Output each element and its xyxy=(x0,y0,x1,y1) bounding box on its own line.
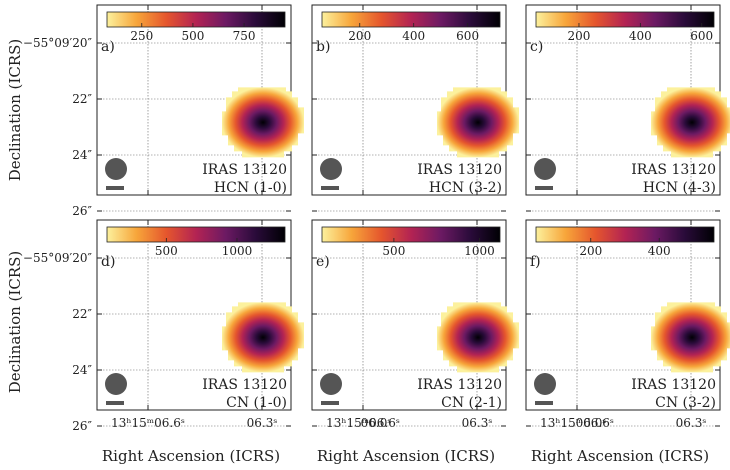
colorbar-tick-label: 200 xyxy=(348,29,371,43)
y-tick-label: 26″ xyxy=(72,419,92,433)
xlabel-col2: Right Ascension (ICRS) xyxy=(317,447,495,465)
source-label: IRAS 13120 xyxy=(202,162,287,178)
colorbar-tick-label: 600 xyxy=(456,29,479,43)
line-label: CN (2-1) xyxy=(441,395,502,411)
source-label: IRAS 13120 xyxy=(631,162,716,178)
colorbar xyxy=(321,226,501,243)
colorbar-tick-label: 250 xyxy=(130,29,153,43)
x-tick-label: 06.3ˢ xyxy=(247,416,278,430)
scale-bar xyxy=(535,401,553,405)
xlabel-col3: Right Ascension (ICRS) xyxy=(531,447,709,465)
emission-map xyxy=(651,87,730,158)
xlabel-col1: Right Ascension (ICRS) xyxy=(102,447,280,465)
scale-bar xyxy=(321,186,339,190)
line-label: HCN (4-3) xyxy=(643,180,716,196)
emission-map xyxy=(651,302,730,373)
line-label: HCN (1-0) xyxy=(214,180,287,196)
panel-letter: c) xyxy=(530,39,543,55)
line-label: CN (1-0) xyxy=(226,395,287,411)
emission-map xyxy=(222,87,304,158)
y-tick-label: 26″ xyxy=(72,204,92,218)
source-label: IRAS 13120 xyxy=(631,377,716,393)
colorbar-tick-label: 200 xyxy=(579,244,602,258)
colorbar-tick-label: 1000 xyxy=(222,244,253,258)
panel-a: −55°09′20″ 22″ 24″ 26″ 250 500 750 a) IRAS 13120… xyxy=(23,4,377,218)
scale-bar xyxy=(106,401,124,405)
colorbar-tick-label: 600 xyxy=(690,29,713,43)
y-tick-label: 24″ xyxy=(72,363,92,377)
colorbar-tick-label: 200 xyxy=(568,29,591,43)
y-tick-label: −55°09′20″ xyxy=(23,36,93,50)
panel-letter: d) xyxy=(101,254,115,270)
colorbar xyxy=(535,11,715,28)
panel-letter: f) xyxy=(530,254,541,270)
ylabel-top: Declination (ICRS) xyxy=(6,39,24,181)
panel-letter: a) xyxy=(101,39,115,55)
ylabel-bottom: Declination (ICRS) xyxy=(6,251,24,393)
y-tick-label: 24″ xyxy=(72,148,92,162)
line-label: HCN (3-2) xyxy=(429,180,502,196)
x-tick-label: 06.0ˢ xyxy=(576,416,607,430)
line-label: CN (3-2) xyxy=(655,395,716,411)
emission-map xyxy=(437,87,519,158)
colorbar-tick-label: 1000 xyxy=(464,244,495,258)
beam-ellipse xyxy=(320,373,342,395)
emission-map xyxy=(222,302,304,373)
beam-ellipse xyxy=(534,373,556,395)
x-tick-label: 06.0ˢ xyxy=(361,416,392,430)
source-label: IRAS 13120 xyxy=(417,377,502,393)
scale-bar xyxy=(106,186,124,190)
emission-map xyxy=(437,302,519,373)
beam-ellipse xyxy=(105,158,127,180)
colorbar xyxy=(535,226,715,243)
colorbar-tick-label: 750 xyxy=(233,29,256,43)
x-tick-label: 06.3ˢ xyxy=(462,416,493,430)
panel-grid: −55°09′20″ 22″ 24″ 26″ 250 500 750 a) IRAS 13120… xyxy=(23,4,730,433)
colorbar xyxy=(321,11,501,28)
y-tick-label: −55°09′20″ xyxy=(23,251,93,265)
panel-c: 200 400 600 c) IRAS 13120 HCN (4-3) xyxy=(525,4,730,212)
colorbar-tick-label: 500 xyxy=(155,244,178,258)
panel-f: 13ʰ15ᵐ06.6ˢ 06.3ˢ 06.0ˢ 200 400 f) IRAS 13120 C… xyxy=(525,219,730,430)
panel-b: 200 400 600 b) IRAS 13120 HCN (3-2) xyxy=(311,4,592,212)
scale-bar xyxy=(535,186,553,190)
colorbar-tick-label: 400 xyxy=(402,29,425,43)
colorbar xyxy=(106,11,286,28)
panel-letter: e) xyxy=(316,254,330,270)
beam-ellipse xyxy=(534,158,556,180)
x-tick-label: 13ʰ15ᵐ06.6ˢ xyxy=(540,416,614,430)
y-tick-label: 22″ xyxy=(72,307,92,321)
source-label: IRAS 13120 xyxy=(417,162,502,178)
x-tick-label: 13ʰ15ᵐ06.6ˢ xyxy=(326,416,400,430)
y-tick-label: 22″ xyxy=(72,92,92,106)
panel-d: 13ʰ15ᵐ06.6ˢ 06.3ˢ 06.0ˢ −55°09′20″ 22″ 24″ 26″… xyxy=(23,219,392,433)
colorbar-tick-label: 500 xyxy=(382,244,405,258)
beam-ellipse xyxy=(320,158,342,180)
x-tick-label: 06.3ˢ xyxy=(676,416,707,430)
colorbar-tick-label: 400 xyxy=(648,244,671,258)
colorbar-tick-label: 400 xyxy=(629,29,652,43)
scale-bar xyxy=(321,401,339,405)
panel-e: 13ʰ15ᵐ06.6ˢ 06.3ˢ 06.0ˢ 500 1000 e) IRAS 13120… xyxy=(311,219,607,430)
x-tick-label: 13ʰ15ᵐ06.6ˢ xyxy=(111,416,185,430)
colorbar-tick-label: 500 xyxy=(181,29,204,43)
panel-letter: b) xyxy=(316,39,330,55)
source-label: IRAS 13120 xyxy=(202,377,287,393)
beam-ellipse xyxy=(105,373,127,395)
colorbar xyxy=(106,226,286,243)
